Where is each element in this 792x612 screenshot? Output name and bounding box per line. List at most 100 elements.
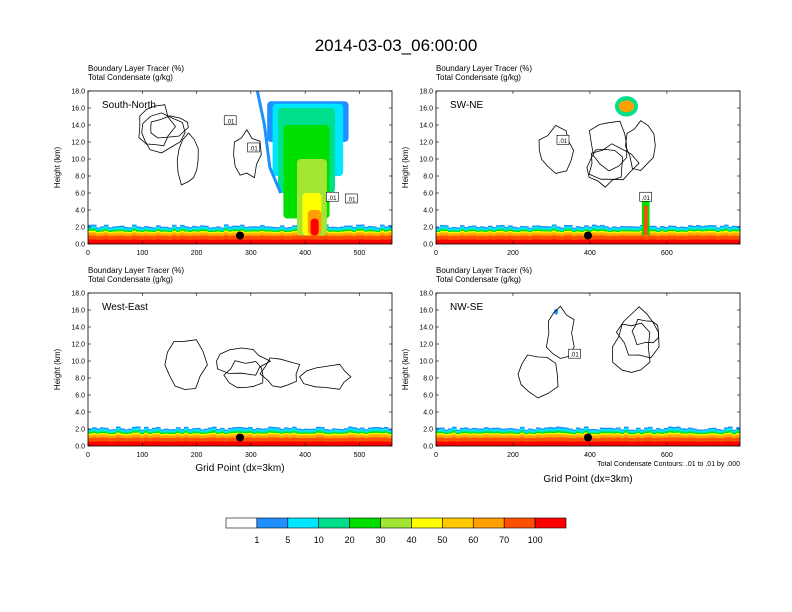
tracer-band: [436, 441, 441, 446]
tracer-band: [92, 437, 97, 442]
tracer-band: [224, 435, 229, 439]
tracer-band: [688, 226, 693, 229]
tracer-band: [720, 433, 725, 436]
tracer-band: [436, 430, 441, 433]
tracer-band: [684, 229, 689, 231]
tracer-band: [216, 429, 221, 432]
tracer-band: [620, 431, 625, 434]
tracer-band: [636, 233, 641, 236]
tracer-band: [264, 434, 269, 436]
tracer-band: [368, 427, 373, 429]
tracer-band: [620, 233, 625, 236]
tracer-band: [476, 229, 481, 231]
tracer-band: [212, 432, 217, 434]
tracer-band: [160, 230, 165, 232]
tracer-band: [456, 435, 461, 439]
tracer-band: [388, 435, 392, 439]
tracer-band: [484, 430, 489, 432]
tracer-band: [560, 431, 565, 433]
tracer-band: [608, 427, 613, 430]
tracer-band: [268, 441, 273, 446]
tracer-band: [148, 229, 153, 231]
tracer-band: [692, 226, 697, 229]
tracer-band: [248, 239, 253, 244]
colorbar-label: 60: [468, 535, 478, 545]
tracer-band: [156, 228, 161, 230]
tracer-band: [592, 229, 597, 231]
tracer-band: [620, 235, 625, 240]
tracer-band: [284, 431, 289, 434]
tracer-band: [464, 226, 469, 229]
tracer-band: [136, 431, 141, 433]
tracer-band: [524, 230, 529, 232]
tracer-band: [380, 433, 385, 436]
tracer-band: [116, 433, 121, 436]
tracer-band: [560, 227, 565, 229]
tracer-band: [340, 231, 345, 233]
tracer-band: [488, 226, 493, 229]
tracer-band: [228, 235, 233, 240]
tracer-band: [548, 428, 553, 431]
tracer-band: [88, 235, 93, 240]
y-tick-label: 10.0: [419, 157, 433, 164]
tracer-band: [160, 226, 165, 228]
tracer-band: [688, 231, 693, 234]
tracer-band: [280, 433, 285, 435]
tracer-band: [96, 441, 101, 446]
condensate-contour: [233, 129, 262, 179]
tracer-band: [532, 233, 537, 236]
tracer-band: [672, 225, 677, 228]
tracer-band: [216, 226, 221, 228]
tracer-band: [576, 230, 581, 232]
tracer-band: [104, 428, 109, 431]
tracer-band: [388, 431, 392, 434]
tracer-band: [624, 441, 629, 446]
tracer-band: [128, 429, 133, 432]
tracer-band: [228, 231, 233, 233]
tracer-band: [692, 231, 697, 233]
tracer-band: [496, 233, 501, 236]
x-tick-label: 200: [191, 452, 203, 459]
tracer-band: [204, 441, 209, 446]
tracer-band: [252, 233, 257, 236]
tracer-band: [724, 239, 729, 244]
tracer-band: [636, 437, 641, 442]
tracer-band: [588, 239, 593, 244]
tracer-band: [352, 230, 357, 232]
tracer-band: [348, 441, 353, 446]
tracer-band: [196, 235, 201, 240]
tracer-band: [124, 230, 129, 232]
tracer-band: [508, 429, 513, 432]
tracer-band: [572, 434, 577, 437]
tracer-band: [92, 235, 97, 240]
tracer-band: [128, 435, 133, 438]
tracer-band: [476, 231, 481, 233]
tracer-band: [652, 430, 657, 433]
tracer-band: [172, 435, 177, 439]
tracer-band: [452, 437, 457, 442]
tracer-band: [704, 230, 709, 233]
tracer-band: [552, 432, 557, 435]
tracer-band: [340, 233, 345, 236]
tracer-band: [372, 235, 377, 240]
tracer-band: [444, 431, 449, 434]
tracer-band: [228, 431, 233, 434]
tracer-band: [100, 235, 105, 240]
tracer-band: [96, 434, 101, 436]
tracer-band: [344, 428, 349, 430]
tracer-band: [112, 227, 117, 230]
tracer-band: [264, 432, 269, 434]
tracer-band: [656, 233, 661, 237]
tracer-band: [340, 431, 345, 433]
tracer-band: [580, 233, 585, 237]
tracer-band: [700, 434, 705, 437]
tracer-band: [124, 435, 129, 439]
tracer-band: [448, 432, 453, 434]
tracer-band: [688, 431, 693, 434]
tracer-band: [736, 227, 740, 230]
contour-label-box: [568, 348, 581, 359]
tracer-band: [520, 437, 525, 442]
tracer-band: [160, 429, 165, 431]
tracer-band: [580, 432, 585, 434]
tracer-band: [388, 441, 392, 446]
